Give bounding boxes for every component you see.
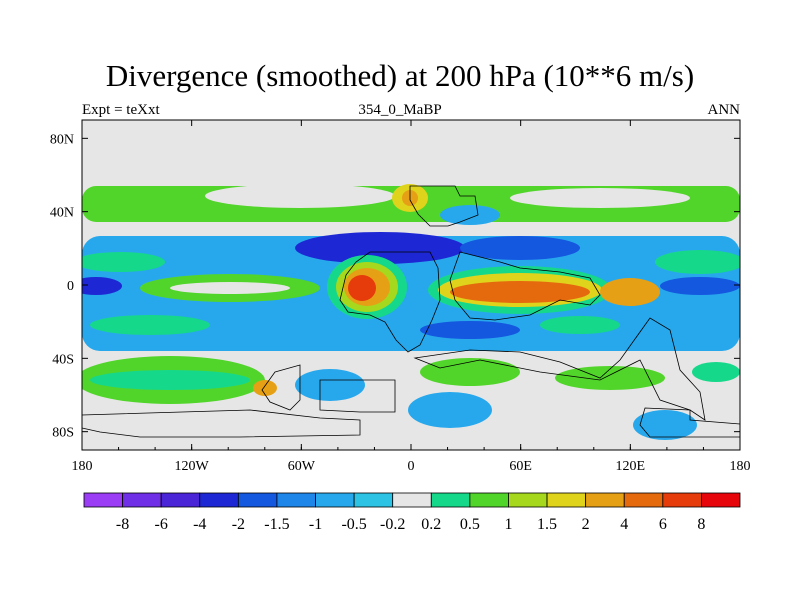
south-atlantic-island-outline <box>319 379 396 413</box>
contour-band <box>460 236 580 260</box>
colorbar-swatch <box>508 492 548 508</box>
contour-band <box>90 370 250 390</box>
colorbar-label: -0.2 <box>380 516 405 533</box>
colorbar-swatch <box>623 492 664 508</box>
y-tick-label: 40S <box>52 352 74 367</box>
contour-band <box>348 275 376 301</box>
colorbar-swatch <box>546 492 587 508</box>
contour-band <box>408 392 492 428</box>
divergence-field <box>82 184 740 440</box>
case-label: 354_0_MaBP <box>358 102 442 118</box>
colorbar-swatch <box>469 492 509 508</box>
contour-band <box>295 369 365 401</box>
x-tick-label: 60E <box>509 459 532 474</box>
y-tick-label: 80N <box>50 132 74 147</box>
colorbar-label: 6 <box>659 516 667 533</box>
colorbar-swatch <box>353 492 394 508</box>
contour-band <box>205 184 395 208</box>
contour-band <box>420 321 520 339</box>
x-tick-label: 180 <box>72 459 93 474</box>
colorbar-swatch <box>122 492 162 508</box>
contour-band <box>295 232 465 264</box>
colorbar-swatch <box>160 492 201 508</box>
x-tick-label: 120W <box>175 459 210 474</box>
y-tick-label: 80S <box>52 426 74 441</box>
contour-band <box>170 282 290 294</box>
antarctica-outline <box>82 409 361 438</box>
colorbar-label: -0.5 <box>341 516 366 533</box>
colorbar-swatch <box>276 492 316 508</box>
contour-band <box>450 281 590 303</box>
contour-band <box>82 277 122 295</box>
colorbar-label: -1.5 <box>264 516 289 533</box>
contour-band <box>655 250 740 274</box>
colorbar-label: -2 <box>232 516 245 533</box>
colorbar-label: -1 <box>309 516 322 533</box>
colorbar-swatch <box>430 492 471 508</box>
colorbar-label: 0.5 <box>460 516 480 533</box>
contour-band <box>600 278 660 306</box>
colorbar-label: 2 <box>582 516 590 533</box>
colorbar-swatch <box>392 492 432 508</box>
south-landmass-outline <box>413 317 706 421</box>
contour-band <box>90 315 210 335</box>
plot-title: Divergence (smoothed) at 200 hPa (10**6 … <box>105 58 695 93</box>
europe-outline <box>409 185 479 227</box>
x-tick-label: 0 <box>408 459 415 474</box>
colorbar-label: 4 <box>620 516 628 533</box>
x-tick-label: 120E <box>616 459 646 474</box>
antarctic-peninsula-outline <box>639 407 740 438</box>
contour-band <box>82 252 165 272</box>
x-tick-label: 60W <box>288 459 316 474</box>
colorbar-swatch <box>83 492 123 508</box>
colorbar-label: 1.5 <box>537 516 557 533</box>
y-axis-ticks: 80N 40N 0 40S 80S <box>50 132 740 441</box>
x-tick-label: 180 <box>730 459 751 474</box>
coastlines <box>82 185 740 438</box>
colorbar-swatch <box>701 492 741 508</box>
colorbar: -8 -6 -4 -2 -1.5 -1 -0.5 -0.2 0.2 0.5 1 1.5 2 4 6 8 <box>83 492 741 533</box>
colorbar-swatch <box>662 492 702 508</box>
colorbar-swatch <box>237 492 278 508</box>
colorbar-swatch <box>315 492 355 508</box>
contour-band <box>253 380 277 396</box>
africa-outline <box>339 251 441 353</box>
season-label: ANN <box>707 102 741 118</box>
contour-band <box>555 366 665 390</box>
contour-band <box>440 205 500 225</box>
colorbar-swatch <box>199 492 239 508</box>
colorbar-label: 8 <box>697 516 705 533</box>
colorbar-label: -4 <box>193 516 206 533</box>
colorbar-label: -8 <box>116 516 129 533</box>
x-axis-ticks: 180 120W 60W 0 60E 120E 180 <box>72 120 751 474</box>
experiment-label: Expt = teXxt <box>82 102 160 118</box>
contour-band <box>540 316 620 334</box>
y-tick-label: 0 <box>67 279 74 294</box>
asia-outline <box>449 251 601 321</box>
colorbar-swatch <box>585 492 625 508</box>
south-america-outline <box>261 364 301 411</box>
colorbar-label: 1 <box>504 516 512 533</box>
contour-band <box>660 277 740 295</box>
contour-band <box>692 362 740 382</box>
contour-band <box>510 188 690 208</box>
colorbar-label: -6 <box>155 516 168 533</box>
contour-band <box>420 358 520 386</box>
contour-band <box>633 410 697 440</box>
colorbar-label: 0.2 <box>421 516 441 533</box>
y-tick-label: 40N <box>50 206 74 221</box>
